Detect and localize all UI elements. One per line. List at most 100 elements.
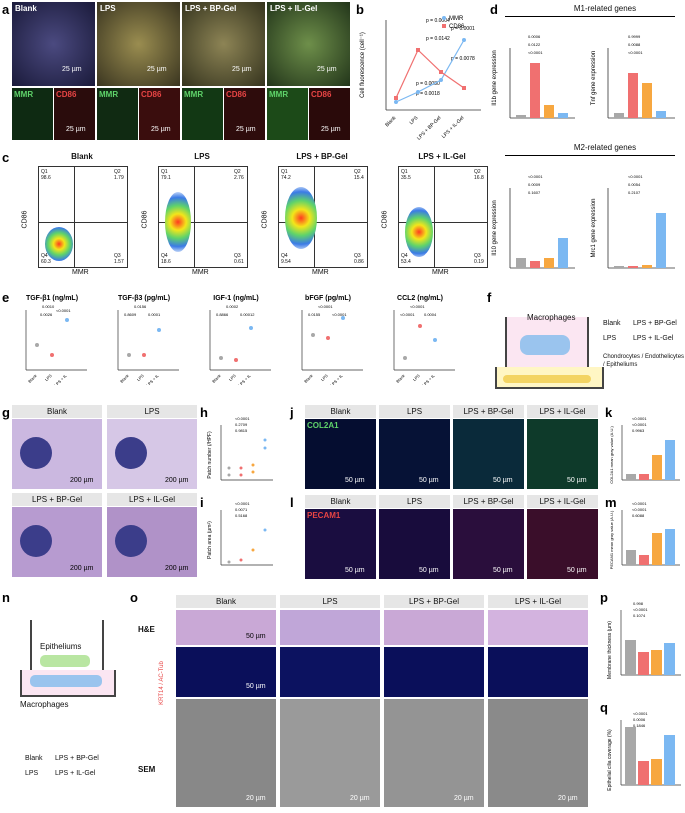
svg-text:0.9815: 0.9815 [235, 428, 248, 433]
point [394, 100, 398, 104]
svg-text:<0.0001: <0.0001 [632, 422, 647, 427]
scale-label: 25 µm [317, 66, 337, 73]
panel-label-f: f [487, 290, 492, 305]
svg-text:Il10 gene expression: Il10 gene expression [492, 200, 498, 255]
svg-text:<0.0001: <0.0001 [632, 507, 647, 512]
svg-text:<0.0001: <0.0001 [410, 304, 425, 309]
point [439, 70, 443, 74]
svg-text:<0.0001: <0.0001 [56, 308, 71, 313]
svg-text:0.0026: 0.0026 [40, 312, 53, 317]
chart-igf1: IGF-1 (ng/mL) 0.0002 0.8866 0.00012 Blank L… [209, 295, 271, 385]
micrograph-mmr: MMR [182, 88, 223, 140]
x-tick: LPS + BP-Gel [416, 115, 442, 141]
svg-text:0.00012: 0.00012 [240, 312, 255, 317]
svg-text:<0.0001: <0.0001 [633, 607, 648, 612]
panel-label-c: c [2, 150, 10, 165]
svg-text:Epithelial cilia coverage (%): Epithelial cilia coverage (%) [607, 729, 613, 791]
micrograph-cd86: CD86 25 µm [224, 88, 265, 140]
svg-text:LPS + IL: LPS + IL [145, 373, 160, 385]
panel-label-i: i [200, 495, 204, 510]
chart-tgfb1: TGF-β1 (ng/mL) 0.0010 0.0026<0.0001 Blank… [25, 295, 87, 385]
pval: p = 0.0080 [416, 81, 440, 87]
panel-label-k: k [605, 405, 613, 420]
svg-text:<0.0001: <0.0001 [528, 174, 543, 179]
flow-plot-blank: Blank Q1 98.6 Q2 1.79 Q4 60.3 Q3 1.57 CD86 M… [12, 152, 132, 287]
point [394, 96, 398, 100]
micrograph-cd86: CD86 25 µm [54, 88, 95, 140]
chart-tgfb3: TGF-β3 (pg/mL) 0.0156 0.8609 0.0001 Blank L… [117, 295, 179, 385]
panel-l-images: Blank LPS LPS + BP-Gel LPS + IL-Gel PECA… [305, 495, 600, 580]
chart-bfgf: bFGF (pg/mL) <0.0001 0.0155 <0.0001 Blank L… [301, 295, 363, 385]
svg-text:LPS: LPS [412, 373, 421, 382]
svg-text:0.9963: 0.9963 [632, 428, 645, 433]
pval: p = 0.0078 [451, 56, 475, 62]
pval: p = 0.0142 [426, 36, 450, 42]
panel-label-q: q [600, 700, 608, 715]
panel-label-l: l [290, 495, 294, 510]
svg-text:0.0122: 0.0122 [528, 42, 541, 47]
chart-k: COL2A1 mean gray value (A.U.) <0.0001<0.… [609, 416, 680, 484]
svg-text:0.998: 0.998 [633, 601, 644, 606]
svg-text:Blank: Blank [119, 373, 130, 384]
panel-o-images: Blank LPS LPS + BP-Gel LPS + IL-Gel H&E … [138, 595, 588, 810]
svg-text:Patch number (/HPF): Patch number (/HPF) [207, 431, 213, 479]
svg-text:Mrc1 gene expression: Mrc1 gene expression [591, 198, 597, 257]
scale-label: 25 µm [62, 66, 82, 73]
svg-text:LPS + IL: LPS + IL [421, 373, 436, 385]
svg-text:0.0006: 0.0006 [528, 34, 541, 39]
svg-text:<0.0001: <0.0001 [633, 711, 648, 716]
svg-text:<0.0001: <0.0001 [235, 501, 250, 506]
panel-label-b: b [356, 2, 364, 17]
svg-text:0.1074: 0.1074 [633, 613, 646, 618]
svg-text:COL2A1 mean gray value (A.U.): COL2A1 mean gray value (A.U.) [609, 426, 614, 484]
svg-text:0.9999: 0.9999 [628, 34, 641, 39]
legend-mmr: MMR [449, 16, 464, 22]
svg-text:LPS + IL: LPS + IL [53, 373, 68, 385]
svg-text:0.1846: 0.1846 [633, 723, 646, 728]
svg-text:0.0001: 0.0001 [148, 312, 161, 317]
m1-title: M1-related genes [573, 4, 637, 13]
micrograph-title: LPS [100, 4, 116, 13]
micrograph-mmr: MMR [97, 88, 138, 140]
chart-d-m2: Il10 gene expression <0.0001 0.0009 0.16… [492, 174, 675, 269]
svg-text:0.0156: 0.0156 [134, 304, 147, 309]
panel-a-micrographs: Blank 25 µm LPS 25 µm LPS + BP-Gel 25 µm… [12, 2, 352, 142]
panel-label-e: e [2, 290, 10, 305]
flow-plot-lps: LPS Q1 79.1 Q2 2.76 Q4 18.6 Q3 0.61 CD86 MMR [132, 152, 252, 287]
svg-text:<0.0001: <0.0001 [528, 50, 543, 55]
micrograph-title: LPS + BP-Gel [185, 4, 237, 13]
panel-label-j: j [290, 405, 294, 420]
micrograph-blank: Blank 25 µm [12, 2, 95, 86]
svg-text:0.0155: 0.0155 [308, 312, 321, 317]
chart-p: Membrane thickness (µm) 0.998<0.00010.10… [607, 601, 681, 679]
micrograph-cd86: CD86 25 µm [309, 88, 350, 140]
svg-text:Blank: Blank [211, 373, 222, 384]
svg-text:0.8609: 0.8609 [124, 312, 137, 317]
chart-m: PECAM1 mean gray value (A.U.) <0.0001<0.… [609, 501, 680, 569]
svg-text:0.2709: 0.2709 [235, 422, 248, 427]
chart-ccl2: CCL2 (ng/mL) <0.0001 <0.0001 0.0004 Blank L… [393, 295, 455, 385]
panel-g-staining: Blank LPS 200 µm 200 µm LPS + BP-Gel LPS… [12, 405, 197, 580]
svg-text:0.6088: 0.6088 [632, 513, 645, 518]
svg-text:<0.0001: <0.0001 [235, 416, 250, 421]
svg-text:bFGF (pg/mL): bFGF (pg/mL) [305, 295, 351, 302]
svg-text:Tnf gene expression: Tnf gene expression [591, 51, 597, 105]
svg-text:0.0006: 0.0006 [633, 717, 646, 722]
flow-plot-bp: LPS + BP-Gel Q1 74.2 Q2 15.4 Q4 9.54 Q3 0.86… [252, 152, 372, 287]
panel-c-flow: Blank Q1 98.6 Q2 1.79 Q4 60.3 Q3 1.57 CD86 M… [12, 152, 492, 287]
chart-mrc1: Mrc1 gene expression <0.0001 0.0054 0.21… [591, 174, 675, 269]
svg-text:TGF-β1 (ng/mL): TGF-β1 (ng/mL) [26, 295, 78, 302]
svg-text:PECAM1 mean gray value (A.U.): PECAM1 mean gray value (A.U.) [609, 510, 614, 569]
chart-il10: Il10 gene expression <0.0001 0.0009 0.16… [492, 174, 575, 269]
panel-j-images: Blank LPS LPS + BP-Gel LPS + IL-Gel COL2… [305, 405, 600, 490]
svg-text:LPS + IL: LPS + IL [329, 373, 344, 385]
micrograph-mmr: MMR [12, 88, 53, 140]
svg-text:0.1607: 0.1607 [528, 190, 541, 195]
svg-text:0.0009: 0.0009 [528, 182, 541, 187]
svg-text:<0.0001: <0.0001 [400, 312, 415, 317]
svg-text:Blank: Blank [27, 373, 38, 384]
svg-text:0.0002: 0.0002 [226, 304, 239, 309]
panel-f-schematic: Macrophages Blank LPS + BP-Gel LPS LPS +… [495, 295, 685, 395]
point [416, 48, 420, 52]
